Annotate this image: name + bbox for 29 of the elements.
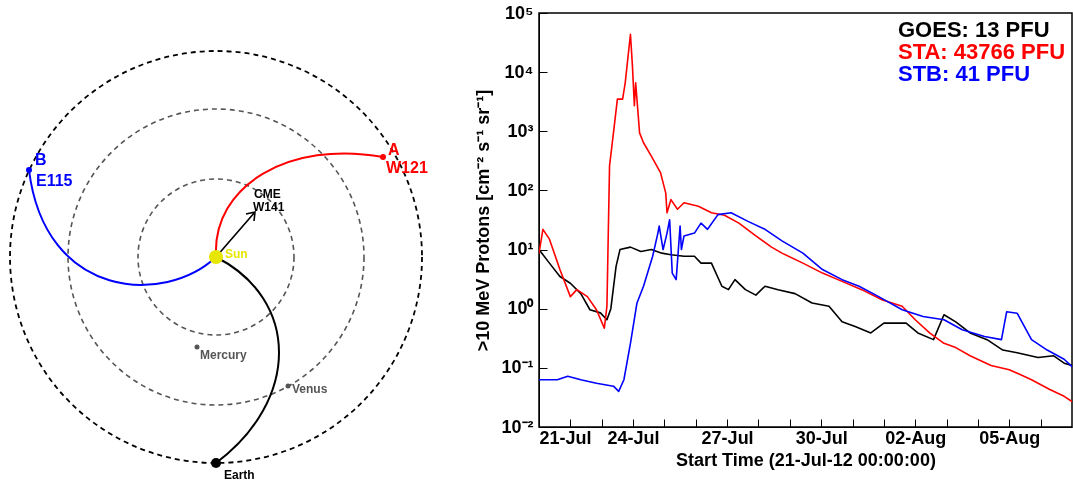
text: Earth xyxy=(224,468,255,482)
text: W121 xyxy=(386,159,428,176)
text: STA: 43766 PFU xyxy=(898,39,1066,64)
text: CME xyxy=(254,187,281,201)
text: E115 xyxy=(36,172,73,189)
y-tick-label: 10⁵ xyxy=(505,2,534,23)
y-axis-title: >10 MeV Protons [cm⁻² s⁻¹ sr⁻¹] xyxy=(473,89,494,352)
text: Venus xyxy=(292,382,328,396)
x-tick-label: 02-Aug xyxy=(885,427,947,448)
text: GOES: 13 PFU xyxy=(898,17,1050,42)
text: Sun xyxy=(225,247,248,261)
y-tick-label: 10¹ xyxy=(507,239,534,260)
y-tick-label: 10⁴ xyxy=(504,61,534,82)
x-tick-label: 24-Jul xyxy=(607,427,660,448)
text: Mercury xyxy=(200,348,248,362)
text: A xyxy=(388,141,400,158)
text: STB: 41 PFU xyxy=(898,61,1031,86)
y-tick-label: 10⁻² xyxy=(501,416,534,437)
y-tick-label: 10³ xyxy=(507,120,534,141)
text: B xyxy=(35,151,47,168)
x-tick-label: 21-Jul xyxy=(539,427,592,448)
x-tick-label: 30-Jul xyxy=(795,427,848,448)
x-tick-label: 27-Jul xyxy=(701,427,754,448)
y-tick-label: 10² xyxy=(507,179,534,200)
x-tick-label: 05-Aug xyxy=(979,427,1041,448)
text: W141 xyxy=(253,200,285,214)
y-tick-label: 10⁻¹ xyxy=(501,357,534,378)
x-axis-title: Start Time (21-Jul-12 00:00:00) xyxy=(676,449,936,470)
y-tick-label: 10⁰ xyxy=(507,298,535,319)
